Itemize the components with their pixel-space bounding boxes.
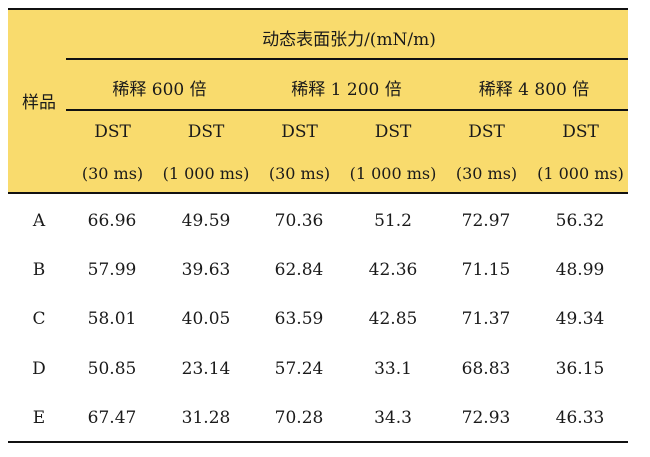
table-cell: 51.2 [374,211,412,231]
table-cell: 72.97 [461,211,511,231]
dst-header: DST [187,122,225,142]
dst-header: DST [374,122,412,142]
unit-header: (30 ms) [268,164,331,183]
table-cell: 70.36 [274,211,324,231]
table-title: 动态表面张力/(mN/m) [262,30,436,50]
dst-header: DST [94,122,131,142]
dilution-rule [66,109,628,111]
table-cell: 36.15 [555,359,605,379]
row-sample-label: C [32,309,46,329]
table-cell: 71.37 [461,309,511,329]
dilution-1200-header: 稀释 1 200 倍 [291,80,402,100]
bottom-rule [8,441,628,443]
table-cell: 50.85 [87,359,137,379]
table-cell: 49.59 [181,211,231,231]
table-cell: 23.14 [181,359,231,379]
table-cell: 39.63 [181,260,231,280]
dst-header: DST [468,122,505,142]
dilution-600-header: 稀释 600 倍 [112,80,207,100]
table-cell: 68.83 [461,359,511,379]
table-body: A 66.96 49.59 70.36 51.2 72.97 56.32 B 57.99 39.6… [8,193,628,443]
table-cell: 48.99 [555,260,605,280]
table-cell: 49.34 [555,309,605,329]
table-header: 动态表面张力/(mN/m) 样品 稀释 600 倍 稀释 1 200 倍 稀释 … [8,8,628,194]
row-sample-label: A [32,211,46,231]
table-cell: 67.47 [87,408,137,428]
row-sample-label: B [32,260,46,280]
row-header-sample: 样品 [22,93,56,113]
table-cell: 33.1 [374,359,412,379]
table-cell: 58.01 [87,309,137,329]
table-cell: 46.33 [555,408,605,428]
table-cell: 42.85 [368,309,418,329]
table-cell: 70.28 [274,408,324,428]
dilution-4800-header: 稀释 4 800 倍 [478,80,590,100]
table-cell: 42.36 [368,260,418,280]
table-cell: 34.3 [374,408,412,428]
top-rule [8,8,628,10]
table-cell: 57.99 [87,260,137,280]
row-sample-label: D [32,359,46,379]
dst-header: DST [281,122,318,142]
table-cell: 40.05 [181,309,231,329]
table-cell: 56.32 [555,211,605,231]
unit-header: (1 000 ms) [537,164,624,183]
dst-header: DST [562,122,599,142]
unit-header: (1 000 ms) [349,164,437,183]
table-cell: 62.84 [274,260,324,280]
unit-header: (1 000 ms) [162,164,250,183]
table-cell: 57.24 [274,359,324,379]
table-cell: 66.96 [87,211,137,231]
table-cell: 71.15 [461,260,511,280]
row-sample-label: E [32,408,46,428]
header-bottom-rule [8,192,628,194]
table-cell: 31.28 [181,408,231,428]
table-cell: 72.93 [461,408,511,428]
table-cell: 63.59 [274,309,324,329]
title-rule [66,58,628,60]
unit-header: (30 ms) [455,164,518,183]
unit-header: (30 ms) [81,164,144,183]
surface-tension-table: 动态表面张力/(mN/m) 样品 稀释 600 倍 稀释 1 200 倍 稀释 … [8,8,628,443]
